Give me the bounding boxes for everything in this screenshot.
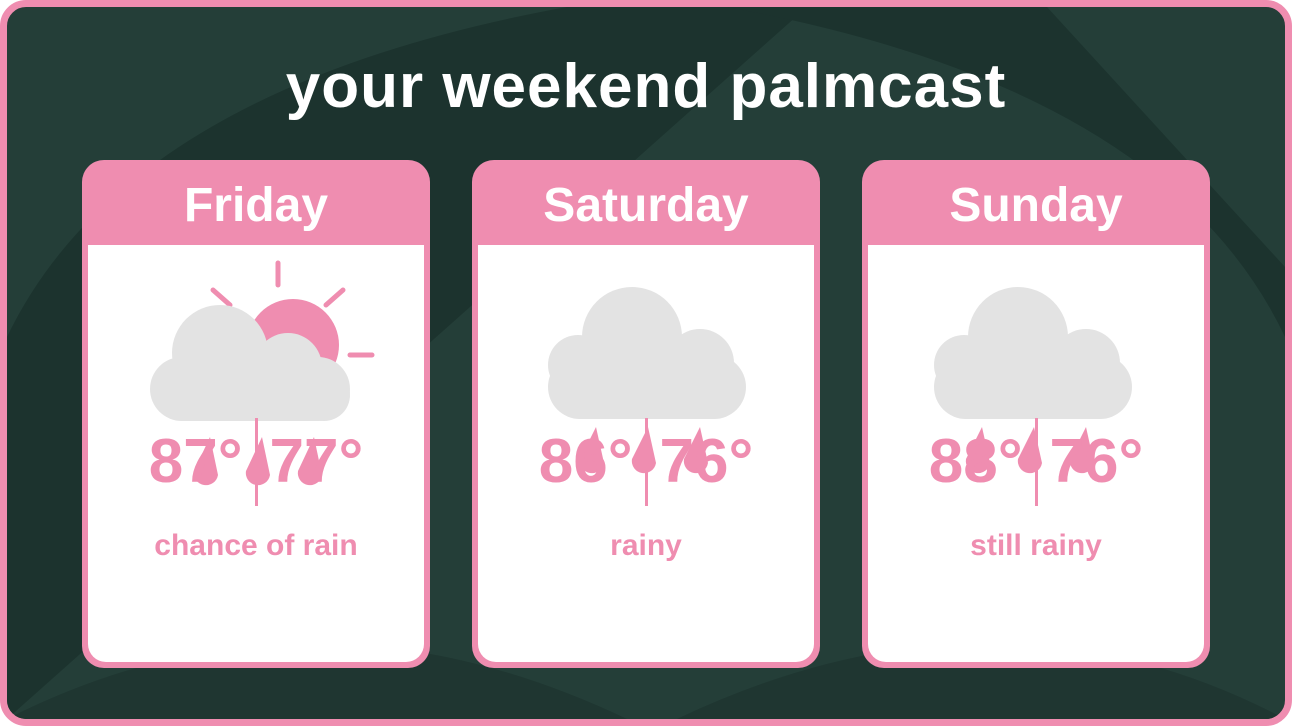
- high-temp: 88°: [928, 427, 1023, 496]
- day-card-sunday: Sunday 88° 76° still rainy: [862, 160, 1210, 668]
- cloud-rain-icon: [548, 287, 746, 474]
- temperature-range: 88° 76°: [862, 418, 1210, 506]
- temperature-range: 86° 76°: [472, 418, 820, 506]
- low-temp: 77°: [269, 427, 364, 496]
- day-name: Sunday: [949, 179, 1123, 232]
- low-temp: 76°: [1049, 427, 1144, 496]
- day-card-saturday: Saturday 86° 76° rainy: [472, 160, 820, 668]
- page-title: your weekend palmcast: [285, 52, 1007, 121]
- day-name: Saturday: [543, 179, 749, 232]
- high-temp: 87°: [148, 427, 243, 496]
- cloud-rain-icon: [934, 287, 1132, 474]
- divider: [254, 418, 258, 506]
- low-temp: 76°: [659, 427, 754, 496]
- divider: [644, 418, 648, 506]
- divider: [1034, 418, 1038, 506]
- day-name: Friday: [183, 179, 329, 232]
- condition-text: chance of rain: [154, 529, 358, 562]
- temperature-range: 87° 77°: [82, 418, 430, 506]
- condition-text: rainy: [610, 529, 682, 562]
- sun-cloud-rain-icon: [150, 260, 375, 486]
- high-temp: 86°: [538, 427, 633, 496]
- condition-text: still rainy: [970, 529, 1102, 562]
- day-card-friday: Friday: [82, 160, 430, 668]
